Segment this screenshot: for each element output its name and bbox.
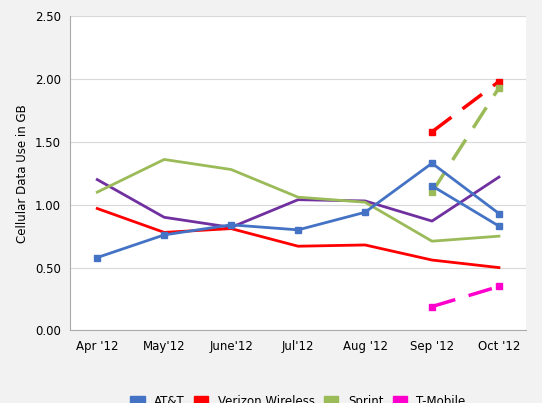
- Y-axis label: Cellular Data Use in GB: Cellular Data Use in GB: [16, 104, 29, 243]
- Legend: AT&T, Verizon Wireless, Sprint, T-Mobile: AT&T, Verizon Wireless, Sprint, T-Mobile: [126, 390, 470, 403]
